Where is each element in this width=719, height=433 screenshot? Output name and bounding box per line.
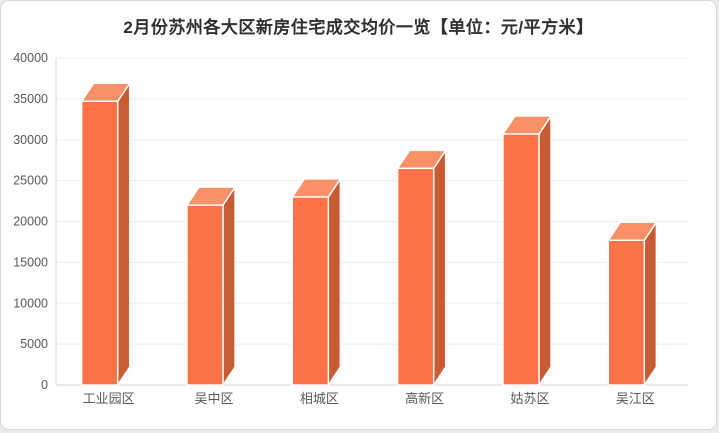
y-axis-tick: 5000 — [20, 337, 48, 351]
bar-5 — [607, 239, 646, 386]
bar-side-face-4 — [538, 115, 552, 386]
y-axis-tick: 40000 — [13, 51, 48, 65]
y-axis-tick: 10000 — [13, 296, 48, 310]
bar-side-face-1 — [222, 186, 236, 386]
bar-side-face-5 — [643, 221, 658, 386]
bar-side-face-2 — [327, 178, 342, 386]
y-axis-tick: 35000 — [13, 92, 48, 106]
chart-title: 2月份苏州各大区新房住宅成交均价一览【单位：元/平方米】 — [123, 18, 594, 37]
y-axis-tick: 25000 — [13, 174, 48, 188]
x-axis-label-5: 吴江区 — [616, 391, 655, 406]
y-axis-tick: 20000 — [13, 215, 48, 229]
bar-side-face-0 — [116, 82, 131, 386]
bar-4 — [502, 133, 540, 386]
x-axis-label-0: 工业园区 — [83, 391, 135, 406]
x-axis-label-3: 高新区 — [405, 391, 444, 406]
y-axis-tick: 0 — [41, 378, 48, 392]
y-axis-tick: 30000 — [13, 133, 48, 147]
bar-side-face-3 — [432, 149, 447, 386]
y-axis-tick: 15000 — [13, 255, 48, 269]
bar-1 — [186, 204, 224, 386]
bar-0 — [80, 100, 119, 386]
bar-3 — [396, 167, 435, 386]
x-axis-label-2: 相城区 — [300, 391, 339, 406]
x-axis-label-1: 吴中区 — [194, 391, 233, 406]
bar-2 — [291, 196, 330, 386]
x-axis-label-4: 姑苏区 — [510, 391, 549, 406]
